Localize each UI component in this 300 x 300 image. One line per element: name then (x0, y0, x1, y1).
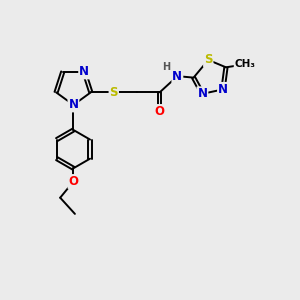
Text: N: N (68, 98, 78, 111)
Text: N: N (79, 65, 89, 78)
Text: S: S (110, 86, 118, 99)
Text: N: N (197, 87, 207, 100)
Text: H: H (162, 62, 170, 72)
Text: N: N (172, 70, 182, 83)
Text: CH₃: CH₃ (235, 59, 256, 69)
Text: O: O (68, 175, 78, 188)
Text: S: S (204, 53, 212, 66)
Text: O: O (155, 105, 165, 118)
Text: N: N (218, 83, 228, 96)
